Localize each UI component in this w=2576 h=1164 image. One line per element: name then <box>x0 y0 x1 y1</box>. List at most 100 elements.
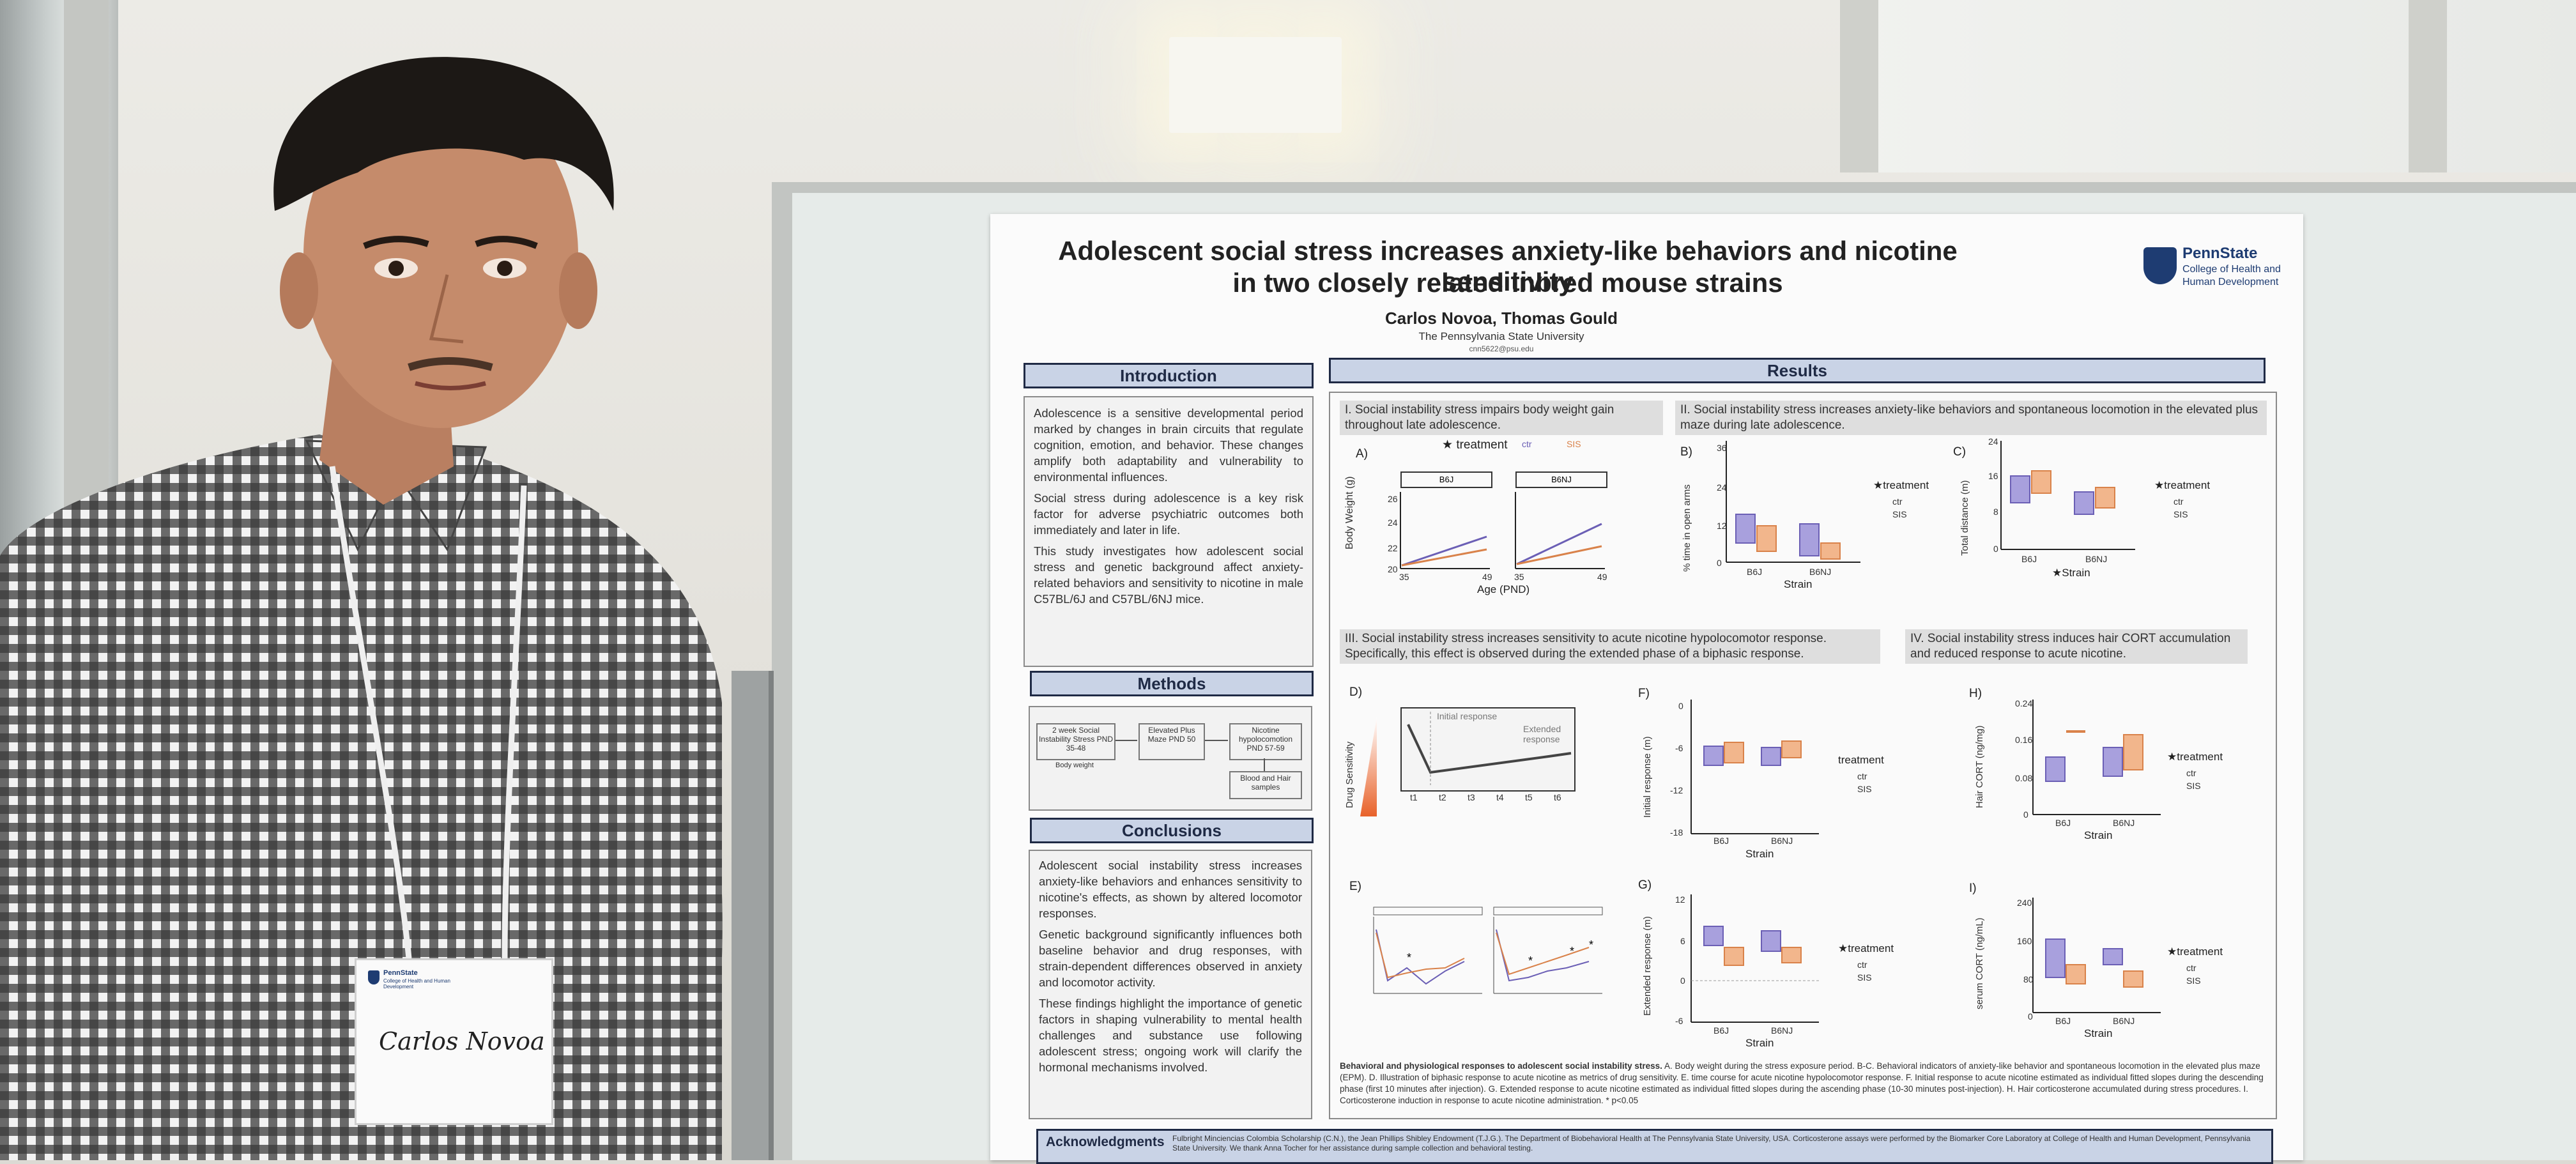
window-right <box>1853 0 2576 172</box>
legend-sis: SIS <box>2174 509 2188 519</box>
hair-tick: 0 <box>2023 809 2028 820</box>
flow-arrow <box>1205 740 1228 741</box>
strain-tick: B6NJ <box>2113 818 2135 828</box>
legend-treatment: treatment <box>2177 751 2223 763</box>
legend-title: ★ treatment <box>1442 438 1508 452</box>
section-methods: Methods <box>1030 671 1314 696</box>
panel-b-label: B) <box>1680 445 1692 459</box>
ylabel-weight: Body Weight (g) <box>1344 476 1355 549</box>
conclusion-paragraph: These findings highlight the importance … <box>1039 997 1302 1074</box>
strain-tick: B6NJ <box>1809 567 1832 577</box>
strain-tick: B6J <box>1713 836 1729 846</box>
body-weight-chart <box>1400 492 1605 569</box>
d-tick: t4 <box>1496 792 1504 802</box>
strain-tick: B6J <box>2021 554 2037 564</box>
results-box: I. Social instability stress impairs bod… <box>1329 392 2277 1119</box>
xlabel-strain: Strain <box>2084 1027 2113 1039</box>
poster: Adolescent social stress increases anxie… <box>990 214 2303 1164</box>
panel-a-label: A) <box>1356 447 1368 461</box>
ylabel-serum: serum CORT (ng/mL) <box>1974 917 1985 1009</box>
legend-ctr: ctr <box>2186 768 2196 778</box>
figure-caption: Behavioral and physiological responses t… <box>1340 1061 2266 1107</box>
drug-sensitivity-label: Drug Sensitivity <box>1344 741 1355 808</box>
badge-logo-icon <box>368 970 379 984</box>
legend-ctr: ctr <box>2186 963 2196 973</box>
methods-step-sis: 2 week Social Instability Stress PND 35-… <box>1036 723 1116 760</box>
conclusion-paragraph: Genetic background significantly influen… <box>1039 928 1302 989</box>
introduction-box: Adolescence is a sensitive developmental… <box>1023 396 1314 667</box>
strain-tick: B6J <box>2055 1016 2071 1026</box>
strain-label: Strain <box>2062 567 2090 579</box>
age-tick: 49 <box>1482 572 1492 582</box>
result-title-1: I. Social instability stress impairs bod… <box>1340 401 1663 435</box>
ylabel-hair: Hair CORT (ng/mg) <box>1974 725 1985 808</box>
d-tick: t6 <box>1554 792 1561 802</box>
window-mullion <box>1840 0 1878 172</box>
legend-sis: SIS <box>2186 976 2201 986</box>
weight-tick: 26 <box>1388 494 1398 504</box>
strain-tick: B6NJ <box>1771 836 1793 846</box>
legend-treatment: treatment <box>1838 754 1884 766</box>
strain-tick: B6J <box>1713 1025 1729 1036</box>
legend-title: ★treatment <box>2154 479 2211 491</box>
legend-treatment: treatment <box>2177 946 2223 958</box>
strain-tick: B6NJ <box>1771 1025 1793 1036</box>
legend-title: ★treatment <box>2167 751 2223 763</box>
caption-body: A. Body weight during the stress exposur… <box>1340 1061 2264 1105</box>
intro-paragraph: Social stress during adolescence is a ke… <box>1034 491 1303 537</box>
wall-lamp <box>1169 37 1342 133</box>
xlabel-strain: ★Strain <box>2052 567 2090 579</box>
strain-tick: B6J <box>1747 567 1763 577</box>
initial-tick: -6 <box>1675 743 1683 753</box>
distance-chart <box>2000 441 2135 550</box>
open-tick: 24 <box>1717 482 1727 493</box>
legend-title: ★treatment <box>2167 946 2223 958</box>
panel-i-label: I) <box>1969 882 1977 895</box>
poster-affiliation: The Pennsylvania State University <box>1418 330 1584 342</box>
age-tick: 35 <box>1399 572 1409 582</box>
panel-d-label: D) <box>1349 685 1363 699</box>
d-tick: t2 <box>1439 792 1446 802</box>
strain-tick: B6NJ <box>2113 1016 2135 1026</box>
dist-tick: 0 <box>1993 544 1998 554</box>
legend-treatment: treatment <box>2164 479 2211 491</box>
dist-tick: 24 <box>1988 436 1998 447</box>
weight-tick: 20 <box>1388 564 1398 574</box>
extended-response-chart <box>1690 894 1819 1023</box>
d-tick: t3 <box>1468 792 1475 802</box>
acknowledgments-text: Fulbright Minciencias Colombia Scholarsh… <box>1172 1134 2251 1153</box>
extended-response-label: Extended response <box>1523 724 1561 744</box>
open-tick: 0 <box>1717 558 1722 568</box>
extended-tick: 0 <box>1680 976 1685 986</box>
xlabel-strain: Strain <box>2084 829 2113 841</box>
age-tick: 49 <box>1597 572 1607 582</box>
poster-title-line1: Adolescent social stress increases anxie… <box>1058 236 1958 296</box>
serum-tick: 80 <box>2023 974 2034 984</box>
xlabel-strain: Strain <box>1745 848 1774 860</box>
initial-tick: 0 <box>1678 701 1683 711</box>
ylabel-extended: Extended response (m) <box>1642 916 1653 1016</box>
strain-tick: B6NJ <box>2085 554 2108 564</box>
poster-authors: Carlos Novoa, Thomas Gould <box>1384 309 1618 328</box>
d-tick: t1 <box>1410 792 1418 802</box>
section-results: Results <box>1329 358 2266 383</box>
methods-box: 2 week Social Instability Stress PND 35-… <box>1029 706 1312 811</box>
legend-sis: SIS <box>1892 509 1907 519</box>
flow-arrow <box>1264 758 1265 771</box>
biphasic-schematic: Initial response Extended response <box>1400 707 1575 792</box>
conclusion-paragraph: Adolescent social instability stress inc… <box>1039 859 1302 920</box>
drug-sensitivity-gradient <box>1360 717 1377 816</box>
result-title-2: II. Social instability stress increases … <box>1675 401 2267 435</box>
legend-ctr: ctr <box>1892 496 1903 507</box>
methods-step-epm: Elevated Plus Maze PND 50 <box>1138 723 1205 760</box>
intro-paragraph: This study investigates how adolescent s… <box>1034 544 1303 606</box>
open-tick: 36 <box>1717 443 1727 453</box>
badge-name: Carlos Novoa <box>379 1027 545 1055</box>
methods-step-samples: Blood and Hair samples <box>1229 771 1302 799</box>
poster-email: cnn5622@psu.edu <box>1469 344 1534 353</box>
serum-tick: 160 <box>2017 936 2032 946</box>
logo-line2: Human Development <box>2182 277 2279 287</box>
section-introduction: Introduction <box>1023 363 1314 388</box>
open-tick: 12 <box>1717 521 1727 531</box>
result-title-4: IV. Social instability stress induces ha… <box>1905 629 2248 664</box>
